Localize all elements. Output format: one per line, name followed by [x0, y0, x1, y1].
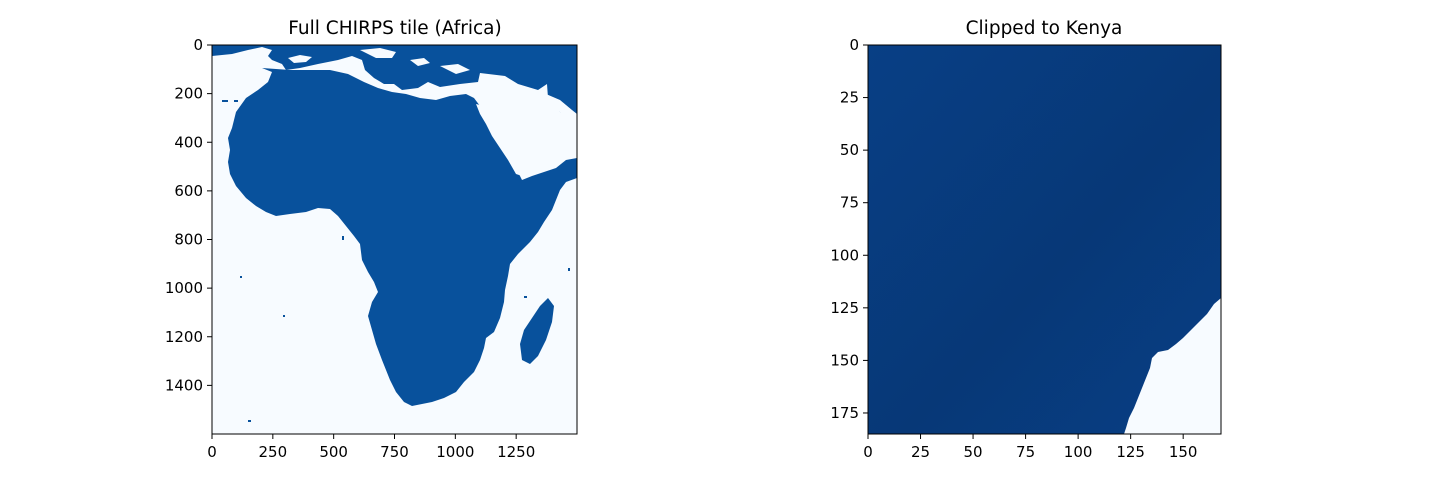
heatmap-kenya — [868, 45, 1221, 434]
x-axis-kenya: 0 25 50 75 100 125 150 — [863, 434, 1197, 461]
panel-kenya: Clipped to Kenya 0 25 50 75 100 125 150 0 25 50 7… — [830, 18, 1222, 461]
x-tick-label: 50 — [964, 443, 983, 461]
x-tick-label: 0 — [863, 443, 873, 461]
panel-title-kenya: Clipped to Kenya — [966, 18, 1123, 39]
y-tick-label: 1400 — [165, 376, 203, 394]
land-europe — [212, 45, 577, 118]
x-tick-label: 1000 — [436, 443, 474, 461]
y-tick-label: 150 — [830, 351, 859, 369]
y-tick-label: 800 — [174, 231, 203, 249]
y-tick-label: 200 — [174, 85, 203, 103]
x-tick-label: 0 — [207, 443, 217, 461]
red-sea — [476, 104, 522, 176]
x-tick-label: 100 — [1064, 443, 1093, 461]
x-tick-label: 500 — [319, 443, 348, 461]
land-africa — [228, 68, 577, 406]
x-tick-label: 750 — [380, 443, 409, 461]
heatmap-africa — [212, 45, 577, 434]
x-tick-label: 250 — [259, 443, 288, 461]
y-tick-label: 125 — [830, 299, 859, 317]
y-tick-label: 75 — [840, 194, 859, 212]
ocean-corner — [1124, 298, 1221, 434]
y-tick-label: 400 — [174, 133, 203, 151]
x-tick-label: 125 — [1116, 443, 1145, 461]
x-tick-label: 1250 — [497, 443, 535, 461]
land-islands — [288, 48, 470, 74]
persian-gulf — [546, 94, 577, 120]
y-axis-kenya: 0 25 50 75 100 125 150 175 — [830, 36, 868, 422]
x-axis-africa: 0 250 500 750 1000 1250 — [207, 434, 535, 461]
panel-title-africa: Full CHIRPS tile (Africa) — [288, 18, 501, 39]
y-tick-label: 175 — [830, 404, 859, 422]
land-madagascar — [520, 298, 554, 364]
land-specks — [222, 100, 576, 422]
x-tick-label: 25 — [911, 443, 930, 461]
x-tick-label: 150 — [1169, 443, 1198, 461]
y-tick-label: 1000 — [165, 279, 203, 297]
y-tick-label: 0 — [193, 36, 203, 54]
x-tick-label: 75 — [1016, 443, 1035, 461]
y-tick-label: 600 — [174, 182, 203, 200]
y-tick-label: 1200 — [165, 328, 203, 346]
y-tick-label: 25 — [840, 89, 859, 107]
panel-africa: Full CHIRPS tile (Africa) — [165, 18, 578, 461]
y-tick-label: 0 — [849, 36, 859, 54]
y-tick-label: 100 — [830, 246, 859, 264]
axes-frame-kenya — [867, 44, 1222, 435]
y-axis-africa: 0 200 400 600 800 1000 1200 1400 — [165, 36, 212, 394]
y-tick-label: 50 — [840, 141, 859, 159]
